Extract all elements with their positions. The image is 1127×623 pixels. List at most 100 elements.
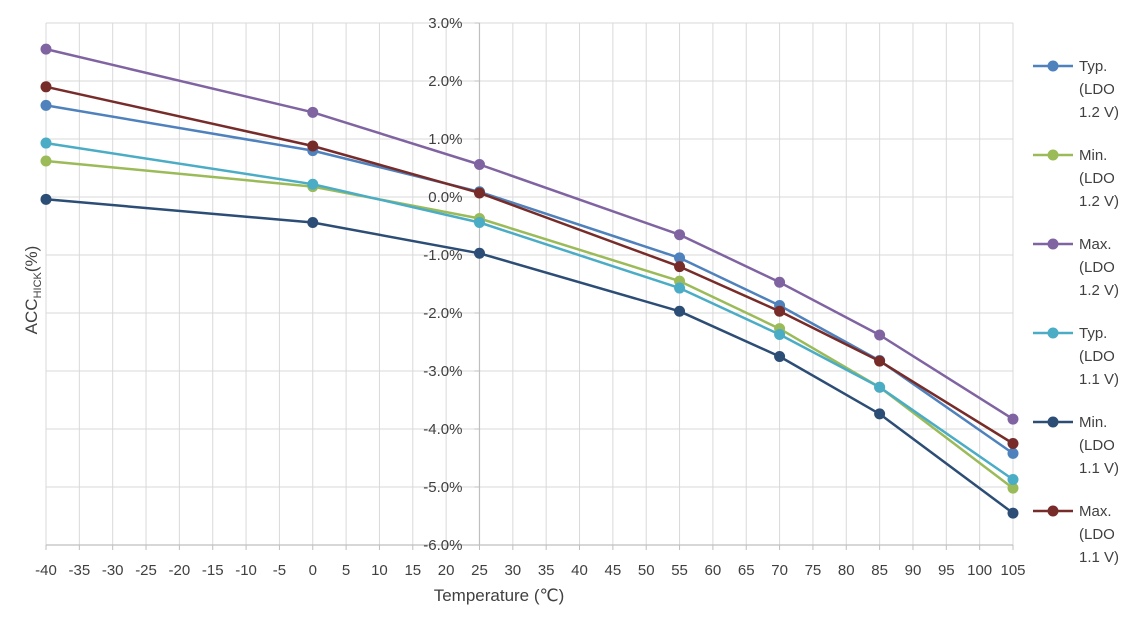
series-3	[40, 137, 1019, 485]
data-point	[774, 328, 786, 340]
legend-item: Max. (LDO 1.1 V)	[1033, 503, 1119, 566]
x-tick-label: 65	[738, 562, 755, 579]
series-line	[45, 85, 1014, 445]
y-axis-title-suffix: (%)	[22, 246, 41, 272]
legend-label: 1.2 V)	[1079, 193, 1119, 210]
legend-label: (LDO	[1079, 259, 1115, 276]
data-point	[40, 43, 52, 55]
x-tick-label: 55	[671, 562, 688, 579]
legend-label: (LDO	[1079, 348, 1115, 365]
data-point	[1007, 507, 1019, 519]
x-tick-label: 5	[342, 562, 350, 579]
series-line	[45, 104, 1014, 455]
y-axis-title-subscript: HICK	[32, 271, 44, 298]
gridlines	[45, 22, 1014, 546]
data-point	[1007, 473, 1019, 485]
data-point	[40, 137, 52, 149]
data-point	[40, 99, 52, 111]
x-tick-label: 10	[371, 562, 388, 579]
x-tick-label: -30	[102, 562, 124, 579]
x-tick-label: -40	[35, 562, 57, 579]
legend-item: Typ. (LDO 1.2 V)	[1033, 58, 1119, 121]
series-2	[40, 43, 1019, 425]
x-tick-label: -10	[235, 562, 257, 579]
data-point	[674, 282, 686, 294]
x-tick-label: 80	[838, 562, 855, 579]
legend-label: (LDO	[1079, 170, 1115, 187]
y-tick-label: -6.0%	[423, 537, 462, 554]
series-0	[40, 99, 1019, 459]
y-tick-label: -3.0%	[423, 363, 462, 380]
legend-swatch-marker	[1047, 60, 1059, 72]
series-lines	[40, 43, 1019, 519]
legend-swatch-marker	[1047, 505, 1059, 517]
data-point	[307, 106, 319, 118]
legend-item: Max. (LDO 1.2 V)	[1033, 236, 1119, 299]
x-tick-label: 100	[967, 562, 992, 579]
legend-item: Min. (LDO 1.2 V)	[1033, 147, 1119, 210]
legend-item: Min. (LDO 1.1 V)	[1033, 414, 1119, 477]
y-tick-label: -1.0%	[423, 247, 462, 264]
y-tick-label: -4.0%	[423, 421, 462, 438]
data-point	[1007, 447, 1019, 459]
data-point	[473, 187, 485, 199]
x-tick-label: -35	[69, 562, 91, 579]
y-axis-title: ACCHICK(%)	[22, 246, 44, 335]
data-point	[774, 305, 786, 317]
data-point	[40, 155, 52, 167]
x-tick-label: 20	[438, 562, 455, 579]
data-point	[40, 193, 52, 205]
legend-label: 1.2 V)	[1079, 282, 1119, 299]
x-tick-label: 75	[805, 562, 822, 579]
data-point	[307, 178, 319, 190]
legend-label: Min.	[1079, 414, 1107, 431]
data-point	[473, 247, 485, 259]
legend-label: (LDO	[1079, 526, 1115, 543]
legend-item: Typ. (LDO 1.1 V)	[1033, 325, 1119, 388]
y-tick-label: 1.0%	[428, 131, 462, 148]
x-axis-title: Temperature (℃)	[434, 586, 565, 605]
data-point	[1007, 482, 1019, 494]
legend: Typ. (LDO 1.2 V) Min. (LDO 1.2 V) Max. (LDO 1.2 …	[1033, 58, 1119, 566]
y-tick-label: 2.0%	[428, 73, 462, 90]
data-point	[874, 329, 886, 341]
legend-label: Typ.	[1079, 325, 1107, 342]
x-tick-label: 60	[705, 562, 722, 579]
x-tick-label: 40	[571, 562, 588, 579]
y-tick-label: -5.0%	[423, 479, 462, 496]
x-tick-label: 0	[309, 562, 317, 579]
x-tick-label: 90	[905, 562, 922, 579]
legend-swatch-marker	[1047, 416, 1059, 428]
tick-labels: -40 -35 -30 -25 -20 -15 -10 -5 0 5 10 15 20 25 30 35 40 4…	[35, 15, 1025, 579]
x-tick-label: 30	[504, 562, 521, 579]
x-tick-label: -20	[169, 562, 191, 579]
legend-swatch-marker	[1047, 238, 1059, 250]
legend-label: Max.	[1079, 503, 1112, 520]
x-tick-label: 50	[638, 562, 655, 579]
x-tick-label: 45	[605, 562, 622, 579]
legend-label: Max.	[1079, 236, 1112, 253]
data-point	[674, 261, 686, 273]
legend-label: 1.1 V)	[1079, 371, 1119, 388]
data-point	[307, 140, 319, 152]
legend-label: 1.1 V)	[1079, 549, 1119, 566]
legend-label: (LDO	[1079, 81, 1115, 98]
legend-label: 1.1 V)	[1079, 460, 1119, 477]
x-tick-label: 95	[938, 562, 955, 579]
legend-label: Min.	[1079, 147, 1107, 164]
data-point	[1007, 438, 1019, 449]
axes	[45, 22, 1014, 550]
data-point	[307, 217, 319, 229]
x-tick-label: 35	[538, 562, 555, 579]
x-tick-label: 105	[1000, 562, 1025, 579]
data-point	[473, 217, 485, 229]
series-4	[40, 193, 1019, 519]
data-point	[774, 351, 786, 362]
data-point	[473, 159, 485, 171]
data-point	[874, 408, 886, 420]
legend-swatch-marker	[1047, 149, 1059, 161]
data-point	[774, 276, 786, 288]
data-point	[40, 81, 52, 93]
